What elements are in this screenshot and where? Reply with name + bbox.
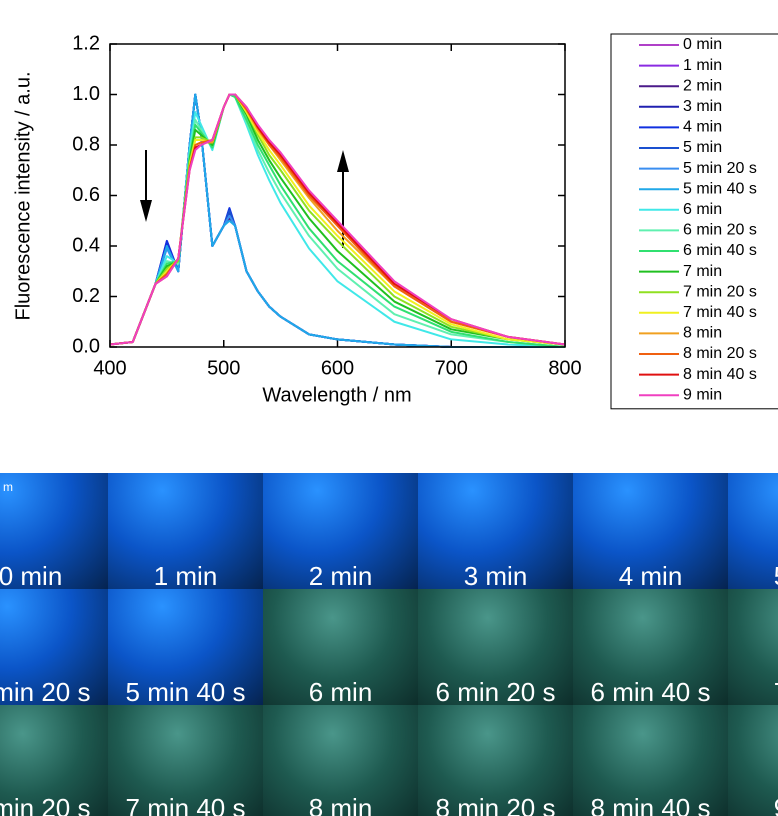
arrows [140,150,349,248]
micrograph: 0 min [0,473,108,589]
image-caption: 7 min 40 s [125,793,246,816]
arrow-head [337,150,349,172]
legend-label: 5 min [683,139,722,156]
legend-label: 6 min [683,201,722,218]
series-line [109,93,565,348]
micrograph: 8 min 20 s [418,705,573,816]
image-caption: 8 min 20 s [435,793,556,816]
image-caption: 7 min [728,677,778,705]
image-caption: 7 min 20 s [0,793,91,816]
legend-box [610,33,778,410]
image-caption: 4 min [618,561,683,589]
image-caption: 5 min 20 s [0,677,91,705]
scale-label: m [3,480,13,494]
y-tick-label: 1.0 [72,83,100,105]
legend-label: 8 min [683,325,722,342]
chart: Wavelength / nm Fluorescence intensity /… [12,32,778,410]
image-caption: 6 min 40 s [590,677,711,705]
legend-label: 5 min 40 s [683,180,757,197]
y-tick-label: 0.4 [72,234,100,256]
micrograph: 1 min [108,473,263,589]
micrograph: 5 min 20 s [0,589,108,705]
legend-label: 3 min [683,98,722,115]
image-caption: 9 min [728,793,778,816]
image-caption: 5 min [728,561,778,589]
image-caption: 3 min [463,561,528,589]
image-caption: 1 min [153,561,218,589]
image-caption: 8 min 40 s [590,793,711,816]
y-tick-label: 0.6 [72,184,100,206]
arrow-head [140,200,152,222]
micrograph: 6 min 40 s [573,589,728,705]
x-tick-label: 400 [93,357,126,379]
x-tick-label: 800 [548,357,581,379]
y-tick-label: 0.2 [72,285,100,307]
legend-label: 5 min 20 s [683,160,757,177]
micrograph: 3 min [418,473,573,589]
legend-label: 0 min [683,36,722,53]
image-caption: 0 min [0,561,63,589]
micrograph: 7 min 40 s [108,705,263,816]
legend-label: 7 min 40 s [683,304,757,321]
y-tick-label: 0.0 [72,335,100,357]
micrograph: 5 min 40 s [108,589,263,705]
image-caption: 8 min [308,793,373,816]
legend-label: 8 min 40 s [683,366,757,383]
legend-label: 1 min [683,57,722,74]
micrograph: 9 min [728,705,778,816]
series-line [109,93,566,346]
y-axis-title: Fluorescence intensity / a.u. [12,71,34,320]
micrograph: 6 min 20 s [418,589,573,705]
x-tick-label: 500 [207,357,240,379]
x-axis-title: Wavelength / nm [262,384,411,406]
plot-lines [109,93,566,348]
micrograph: 8 min [263,705,418,816]
plot-frame [109,43,566,348]
legend-label: 4 min [683,119,722,136]
micrograph: 4 min [573,473,728,589]
image-caption: 5 min 40 s [125,677,246,705]
micrograph: 6 min [263,589,418,705]
legend-label: 7 min 20 s [683,283,757,300]
y-tick-label: 1.2 [72,32,100,54]
legend-label: 6 min 20 s [683,222,757,239]
legend-label: 7 min [683,263,722,280]
legend-label: 9 min [683,386,722,403]
micrograph: 8 min 40 s [573,705,728,816]
x-tick-label: 600 [321,357,354,379]
image-caption: 6 min 20 s [435,677,556,705]
image-caption: 2 min [308,561,373,589]
y-tick-label: 0.8 [72,133,100,155]
legend-label: 8 min 20 s [683,345,757,362]
micrograph: 7 min 20 s [0,705,108,816]
legend-label: 2 min [683,77,722,94]
micrograph: 5 min [728,473,778,589]
micrograph: 7 min [728,589,778,705]
series-line [109,93,566,348]
x-tick-label: 700 [435,357,468,379]
image-caption: 6 min [308,677,373,705]
legend-label: 6 min 40 s [683,242,757,259]
micrograph: 2 min [263,473,418,589]
